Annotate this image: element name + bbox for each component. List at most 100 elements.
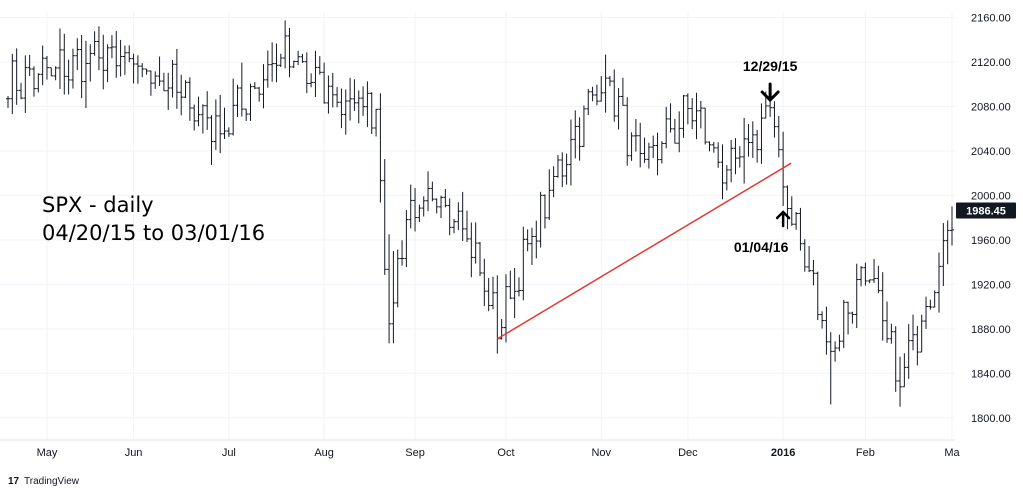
ohlc-bar [889, 323, 894, 344]
ohlc-bars [6, 20, 954, 407]
tradingview-brand: TradingView [24, 476, 80, 487]
ohlc-bar [291, 60, 296, 68]
ohlc-bar [911, 314, 916, 351]
annotation-01-04-16[interactable]: 01/04/16 [734, 210, 791, 255]
ohlc-bar [23, 55, 28, 113]
ohlc-bar [681, 94, 686, 138]
ohlc-bar [833, 341, 838, 362]
annotation-12-29-15[interactable]: 12/29/15 [743, 58, 798, 103]
ohlc-bar [66, 59, 71, 95]
ohlc-bar [742, 117, 747, 184]
ohlc-bar [18, 82, 23, 100]
ohlc-bar [140, 63, 145, 78]
time-axis: May Jun Jul Aug Sep Oct Nov Dec 2016 Feb Ma [37, 447, 961, 459]
ohlc-bar [685, 93, 690, 125]
ohlc-bar [317, 56, 322, 75]
ohlc-bar [880, 272, 885, 341]
ohlc-bar [421, 196, 426, 217]
ohlc-bar [937, 252, 942, 313]
ohlc-bar [495, 275, 500, 354]
ohlc-bar [551, 166, 556, 198]
ohlc-bar [668, 103, 673, 133]
ohlc-bar [339, 88, 344, 129]
x-tick-label: Aug [314, 447, 334, 459]
trendline[interactable] [496, 162, 792, 340]
ohlc-bar [196, 96, 201, 127]
ohlc-bar [352, 79, 357, 111]
ohlc-bar [486, 278, 491, 312]
ohlc-bar [460, 191, 465, 241]
ohlc-bar [27, 54, 32, 77]
y-tick-label: 1960.00 [971, 235, 1011, 247]
ohlc-bar [568, 119, 573, 186]
ohlc-bar [703, 107, 708, 145]
ohlc-bar [153, 71, 158, 89]
ohlc-bar [356, 90, 361, 124]
y-tick-label: 1880.00 [971, 324, 1011, 336]
ohlc-bar [577, 117, 582, 161]
ohlc-bar [633, 118, 638, 152]
ohlc-bar [218, 94, 223, 154]
ohlc-bar [928, 299, 933, 310]
ohlc-bar [720, 144, 725, 200]
ohlc-bar [44, 56, 49, 80]
ohlc-bar [555, 155, 560, 178]
ohlc-bar [127, 45, 132, 63]
ohlc-bar [521, 226, 526, 301]
ohlc-bar [590, 86, 595, 102]
ohlc-bar [187, 77, 192, 121]
tradingview-logo[interactable]: 17 TradingView [8, 476, 80, 487]
ohlc-bar [96, 26, 101, 71]
ohlc-bar [14, 48, 19, 105]
ohlc-bar [885, 301, 890, 343]
ohlc-bar [265, 50, 270, 88]
ohlc-bar [426, 171, 431, 212]
ohlc-bar [365, 81, 370, 128]
ohlc-bar [729, 139, 734, 183]
ohlc-bar [755, 129, 760, 163]
ohlc-bar [166, 72, 171, 110]
ohlc-bar [274, 43, 279, 83]
ohlc-bar [330, 72, 335, 108]
ohlc-bar [131, 53, 136, 84]
y-tick-label: 1840.00 [971, 368, 1011, 380]
ohlc-bar [599, 76, 604, 102]
ohlc-bar [919, 314, 924, 353]
ohlc-bar [642, 137, 647, 163]
ohlc-bar [547, 169, 552, 220]
x-tick-label: Sep [405, 447, 425, 459]
ohlc-bar [183, 80, 188, 99]
ohlc-bar [646, 142, 651, 169]
ohlc-bar [413, 187, 418, 232]
ohlc-bar [846, 301, 851, 335]
ohlc-bar [807, 246, 812, 273]
ohlc-bar [737, 146, 742, 168]
last-price-tag: 1986.45 [956, 202, 1016, 219]
ohlc-bar [222, 107, 227, 140]
ohlc-bar [348, 77, 353, 121]
ohlc-bar [300, 53, 305, 63]
ohlc-bar [408, 184, 413, 229]
ohlc-bar [439, 195, 444, 219]
ohlc-bar [863, 262, 868, 286]
ohlc-bar [815, 271, 820, 321]
ohlc-bar [257, 86, 262, 102]
ohlc-bar [508, 270, 513, 300]
ohlc-bar [114, 31, 119, 78]
ohlc-bar [417, 204, 422, 222]
ohlc-bar [482, 258, 487, 307]
ohlc-bar [53, 66, 58, 81]
ohlc-bar [750, 121, 755, 158]
ohlc-bar [200, 104, 205, 134]
ohlc-bar [400, 240, 405, 266]
ohlc-bar [802, 239, 807, 272]
annotation-label: 01/04/16 [734, 239, 789, 255]
ohlc-bar [560, 152, 565, 188]
ohlc-bar [893, 326, 898, 392]
ohlc-bar [950, 206, 954, 246]
ohlc-bar [638, 122, 643, 168]
ohlc-bar [828, 332, 833, 405]
ohlc-bar [296, 50, 301, 65]
ohlc-bar [655, 132, 660, 176]
ohlc-bar [794, 212, 799, 230]
